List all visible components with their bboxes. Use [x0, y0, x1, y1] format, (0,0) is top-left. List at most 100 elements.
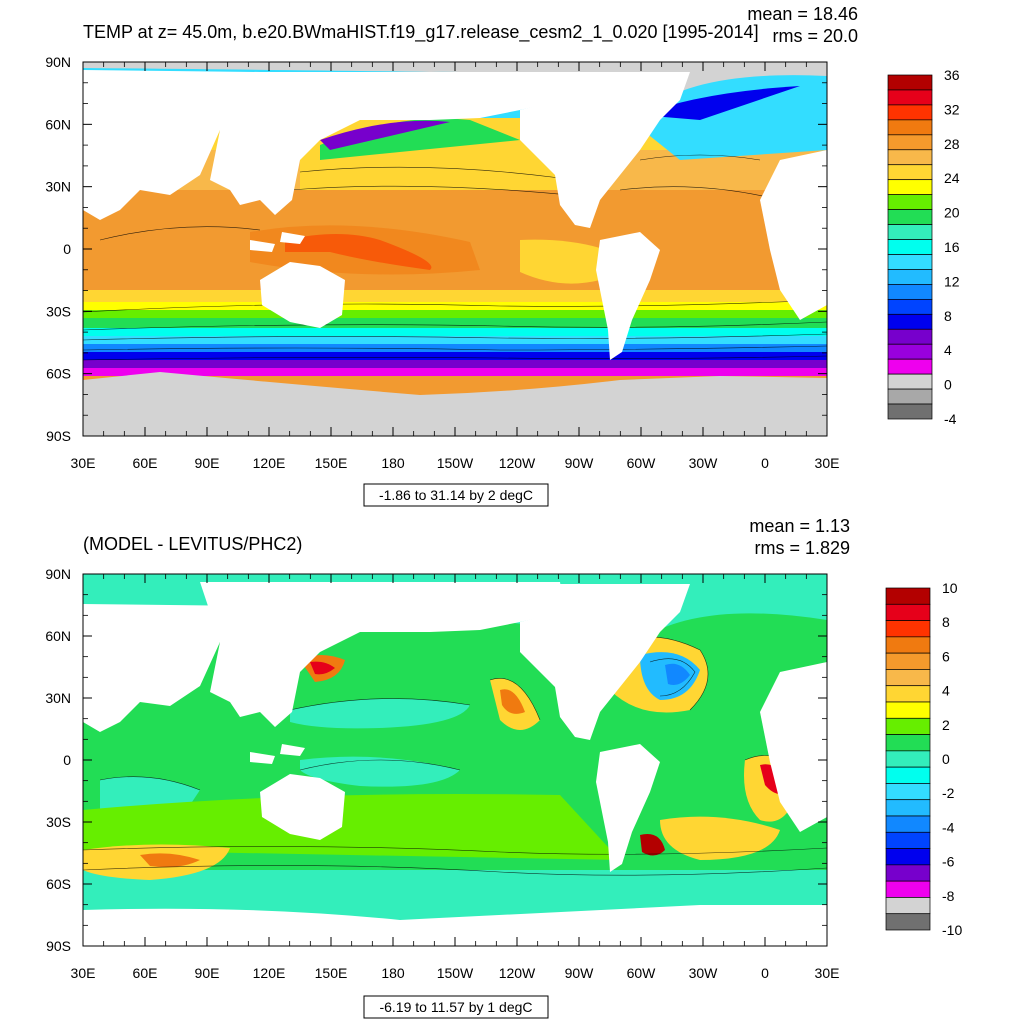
colorbar-label: 8	[942, 614, 950, 630]
lon-label: 90W	[565, 455, 595, 471]
lon-label: 150E	[315, 455, 348, 471]
lon-label: 90E	[195, 455, 220, 471]
lon-label: 120E	[253, 455, 286, 471]
colorbar-label: -8	[942, 888, 955, 904]
bottom-map	[83, 574, 827, 946]
colorbar-cell	[885, 750, 931, 768]
lon-label: 0	[761, 965, 769, 981]
lon-label: 150E	[315, 965, 348, 981]
colorbar-cell	[887, 403, 933, 420]
colorbar-cell	[885, 652, 931, 670]
colorbar-cell	[887, 119, 933, 136]
lon-label: 30E	[815, 965, 840, 981]
lat-label: 60N	[45, 628, 71, 644]
lon-label: 180	[381, 965, 405, 981]
top-range-box	[363, 483, 549, 507]
lon-label: 150W	[437, 455, 474, 471]
lon-label: 120W	[499, 965, 536, 981]
lon-label: 60E	[133, 965, 158, 981]
colorbar-cell	[885, 620, 931, 638]
lat-label: 90S	[46, 428, 71, 444]
lon-label: 120E	[253, 965, 286, 981]
lon-label: 30E	[71, 965, 96, 981]
bottom-ticks	[82, 573, 828, 947]
colorbar-cell	[885, 831, 931, 849]
colorbar-cell	[885, 783, 931, 801]
lon-label: 60E	[133, 455, 158, 471]
top-colorbar-labels: 36 32 28 24 20 16 12 8 4 0 -4	[944, 67, 960, 427]
bottom-mean: mean = 1.13	[749, 516, 850, 536]
lat-label: 0	[63, 241, 71, 257]
top-ticks	[82, 61, 828, 437]
top-colorbar	[887, 74, 933, 420]
colorbar-cell	[885, 799, 931, 817]
colorbar-label: 2	[942, 717, 950, 733]
colorbar-label: 12	[944, 273, 960, 289]
colorbar-label: 24	[944, 170, 960, 186]
lat-label: 30S	[46, 814, 71, 830]
bottom-range-note: -6.19 to 11.57 by 1 degC	[379, 999, 532, 1015]
colorbar-label: 16	[944, 239, 960, 255]
colorbar-cell	[887, 254, 933, 270]
colorbar-label: 32	[944, 101, 960, 117]
bottom-rms: rms = 1.829	[754, 538, 850, 558]
colorbar-cell	[885, 897, 931, 915]
colorbar-label: 4	[944, 342, 952, 358]
colorbar-cell	[887, 134, 933, 151]
colorbar-label: -10	[942, 922, 962, 938]
lat-label: 60S	[46, 876, 71, 892]
colorbar-cell	[887, 328, 933, 345]
colorbar-cell	[887, 89, 933, 106]
top-map	[83, 62, 827, 436]
lon-label: 180	[381, 455, 405, 471]
bottom-title: (MODEL - LEVITUS/PHC2)	[83, 534, 302, 554]
bottom-lat-labels: 90N 60N 30N 0 30S 60S 90S	[45, 566, 71, 954]
top-panel: TEMP at z= 45.0m, b.e20.BWmaHIST.f19_g17…	[45, 4, 960, 507]
lon-label: 150W	[437, 965, 474, 981]
colorbar-cell	[885, 636, 931, 654]
colorbar-cell	[887, 179, 933, 196]
top-lat-labels: 90N 60N 30N 0 30S 60S 90S	[45, 54, 71, 444]
top-lon-labels: 30E 60E 90E 120E 150E 180 150W 120W 90W 60W 30W 0 30…	[71, 455, 840, 471]
bottom-colorbar-labels: 10 8 6 4 2 0 -2 -4 -6 -8 -10	[942, 580, 962, 938]
colorbar-cell	[887, 149, 933, 166]
colorbar-cell	[887, 298, 933, 315]
colorbar-cell	[887, 313, 933, 330]
lon-label: 90E	[195, 965, 220, 981]
colorbar-label: 28	[944, 136, 960, 152]
colorbar-cell	[887, 373, 933, 390]
colorbar-cell	[885, 913, 931, 931]
colorbar-cell	[885, 685, 931, 703]
lat-label: 60S	[46, 366, 71, 382]
colorbar-cell	[887, 164, 933, 181]
top-range-note: -1.86 to 31.14 by 2 degC	[379, 487, 533, 503]
colorbar-cell	[887, 343, 933, 360]
colorbar-label: 0	[944, 377, 952, 393]
lon-label: 30W	[689, 455, 719, 471]
lat-label: 30N	[45, 690, 71, 706]
bottom-panel: (MODEL - LEVITUS/PHC2) mean = 1.13 rms =…	[45, 516, 962, 1019]
lon-label: 30E	[71, 455, 96, 471]
bottom-lon-labels: 30E 60E 90E 120E 150E 180 150W 120W 90W 60W 30W 0 30…	[71, 965, 840, 981]
colorbar-cell	[887, 194, 933, 210]
colorbar-cell	[885, 701, 931, 719]
lon-label: 30E	[815, 455, 840, 471]
colorbar-cell	[885, 734, 931, 752]
colorbar-label: 36	[944, 67, 960, 83]
lat-label: 90S	[46, 938, 71, 954]
bottom-land	[83, 582, 827, 946]
lon-label: 60W	[627, 965, 657, 981]
colorbar-label: 0	[942, 751, 950, 767]
lat-label: 30S	[46, 303, 71, 319]
colorbar-label: -2	[942, 785, 955, 801]
colorbar-label: 4	[942, 683, 950, 699]
top-mean: mean = 18.46	[747, 4, 858, 24]
colorbar-cell	[885, 864, 931, 882]
colorbar-cell	[887, 388, 933, 405]
lon-label: 0	[761, 455, 769, 471]
colorbar-cell	[887, 358, 933, 375]
colorbar-cell	[887, 284, 933, 300]
top-title: TEMP at z= 45.0m, b.e20.BWmaHIST.f19_g17…	[83, 22, 759, 43]
colorbar-label: -4	[944, 411, 957, 427]
